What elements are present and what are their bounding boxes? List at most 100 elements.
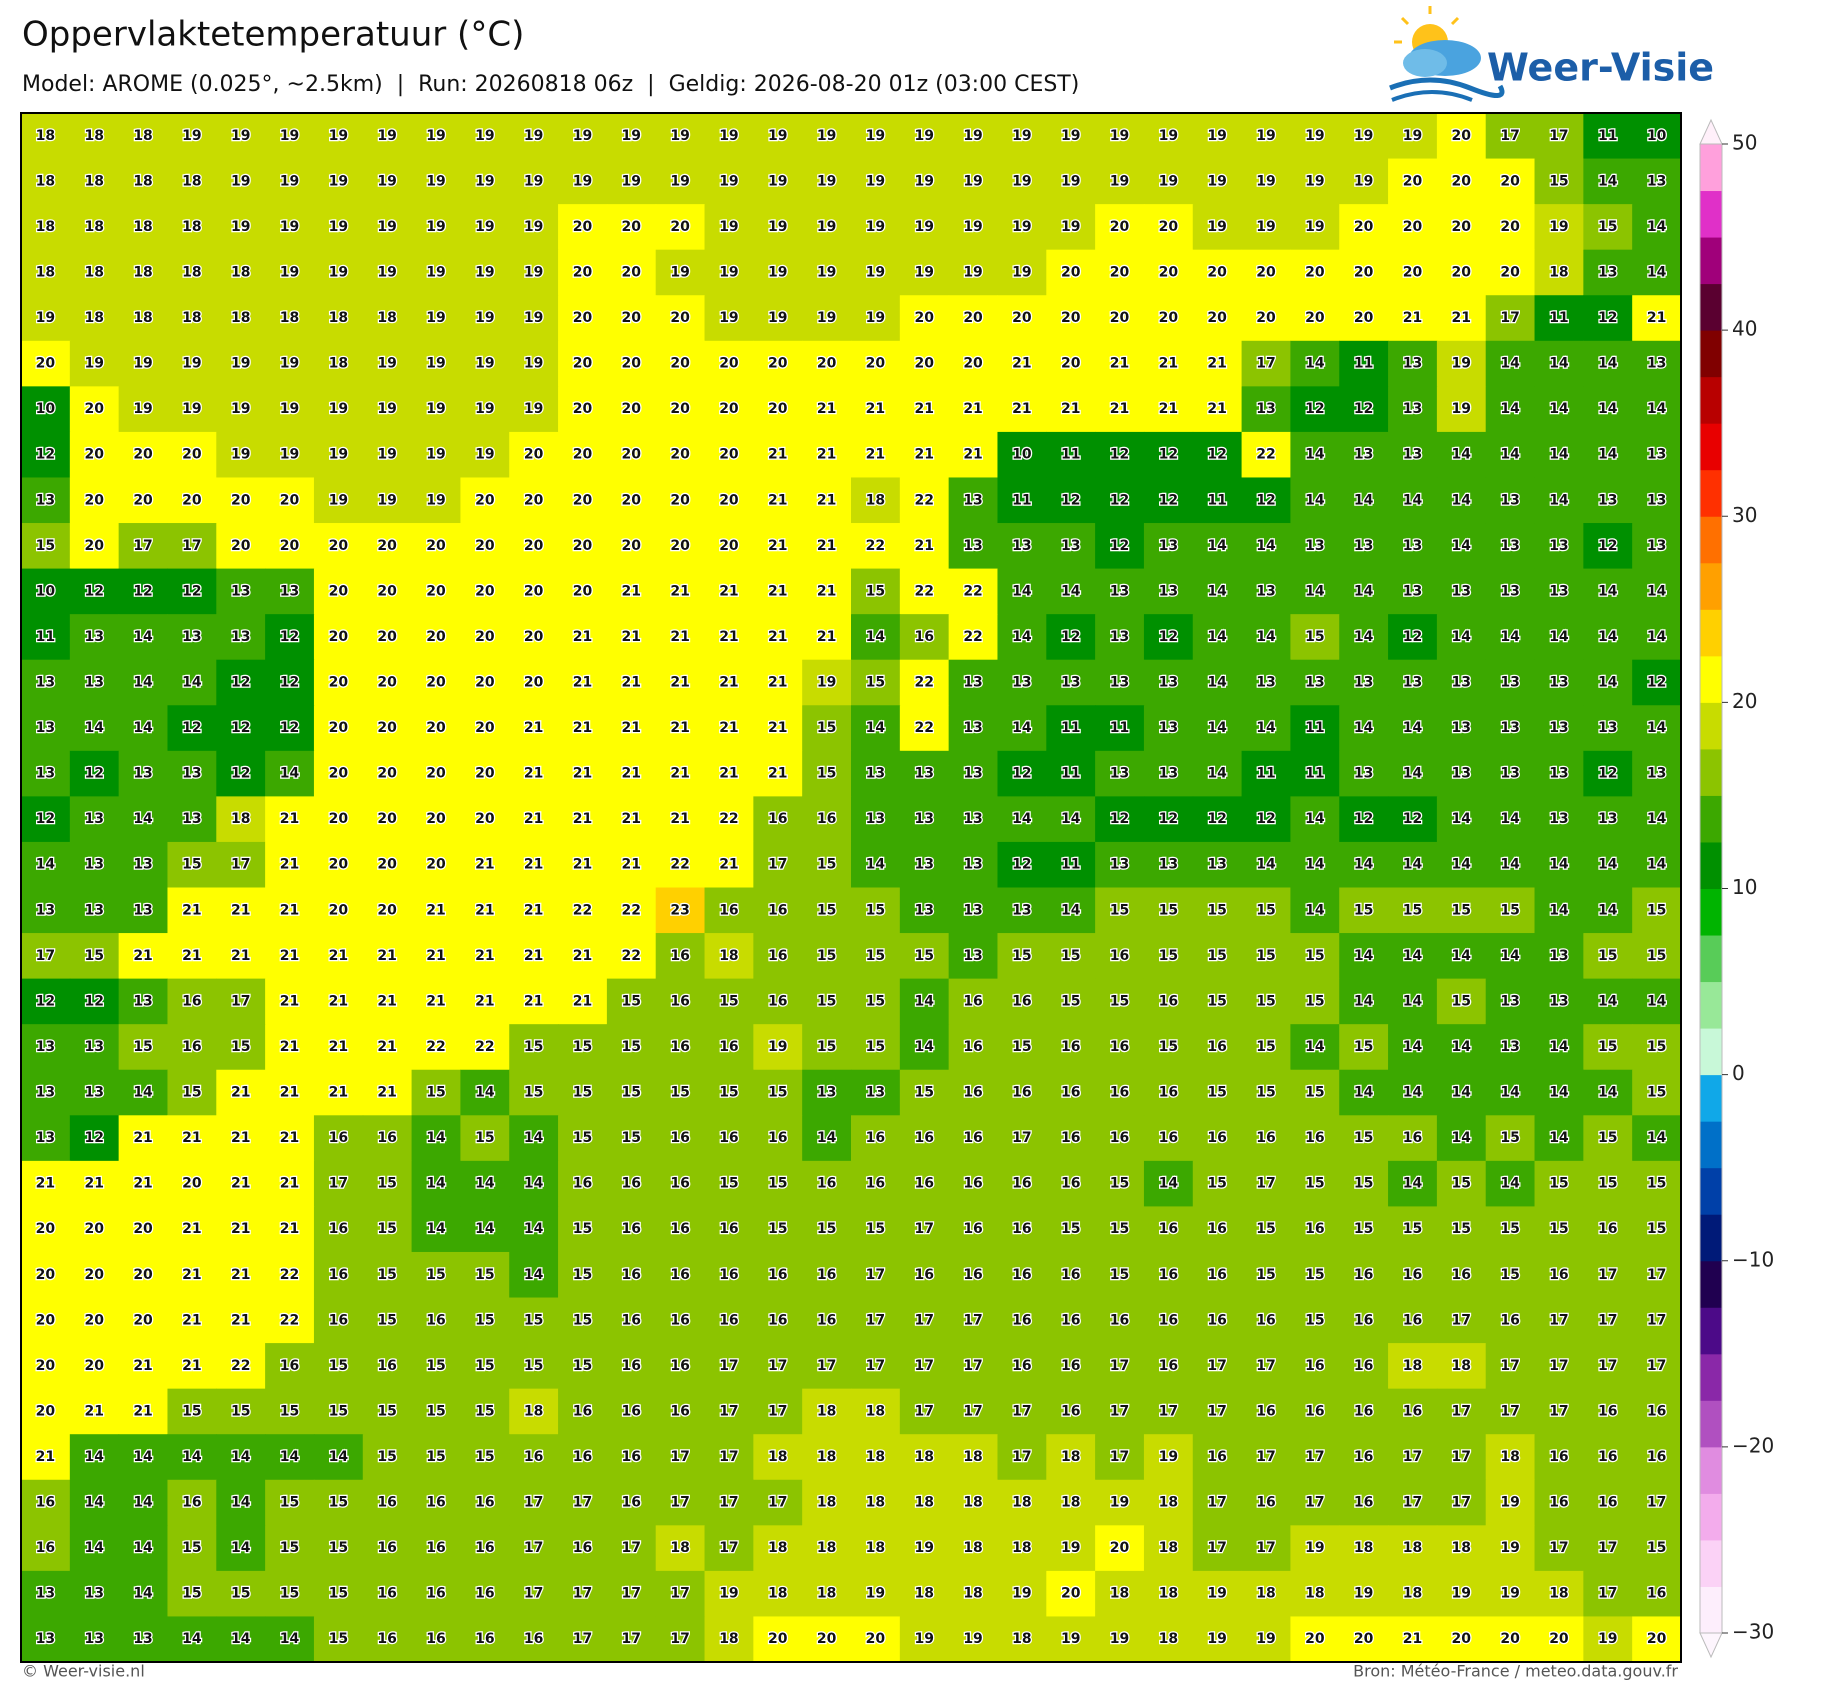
temperature-label: 17 xyxy=(817,1358,836,1374)
temperature-label: 17 xyxy=(1647,1358,1666,1374)
colorbar-segment xyxy=(1700,1539,1722,1587)
temperature-cell xyxy=(1436,614,1487,661)
temperature-label: 15 xyxy=(36,538,55,554)
temperature-label: 19 xyxy=(670,264,689,280)
temperature-cell xyxy=(460,705,510,752)
temperature-cell xyxy=(21,796,71,843)
temperature-cell xyxy=(802,1251,852,1299)
temperature-label: 12 xyxy=(84,993,103,1009)
temperature-label: 14 xyxy=(84,1495,104,1511)
temperature-cell xyxy=(1241,477,1291,524)
temperature-cell xyxy=(216,249,266,296)
colorbar-segment xyxy=(1700,609,1722,657)
temperature-cell xyxy=(948,659,998,706)
temperature-cell xyxy=(1095,1251,1145,1299)
temperature-label: 18 xyxy=(36,219,55,235)
temperature-cell xyxy=(21,978,71,1025)
temperature-cell xyxy=(655,933,706,980)
temperature-label: 17 xyxy=(622,1586,641,1602)
temperature-label: 14 xyxy=(1452,857,1472,873)
temperature-label: 17 xyxy=(573,1631,592,1647)
temperature-label: 16 xyxy=(1207,1449,1226,1465)
temperature-label: 20 xyxy=(1110,264,1130,280)
temperature-cell xyxy=(216,1297,266,1344)
temperature-label: 19 xyxy=(573,128,592,144)
temperature-cell xyxy=(411,1434,461,1481)
temperature-label: 16 xyxy=(1598,1403,1617,1419)
temperature-label: 13 xyxy=(84,902,103,918)
temperature-label: 21 xyxy=(280,1039,299,1055)
temperature-cell xyxy=(1388,386,1438,433)
temperature-cell xyxy=(509,113,559,160)
temperature-cell xyxy=(655,750,706,797)
temperature-cell xyxy=(313,887,364,934)
temperature-cell xyxy=(21,887,71,934)
temperature-label: 22 xyxy=(280,1267,299,1283)
temperature-cell xyxy=(851,1388,901,1435)
temperature-cell xyxy=(1436,158,1487,205)
temperature-label: 13 xyxy=(36,720,55,736)
temperature-label: 19 xyxy=(426,173,445,189)
temperature-label: 19 xyxy=(1012,128,1031,144)
temperature-label: 20 xyxy=(622,538,642,554)
temperature-cell xyxy=(1095,295,1145,342)
temperature-label: 13 xyxy=(1110,857,1129,873)
temperature-cell xyxy=(509,249,559,296)
temperature-label: 20 xyxy=(377,538,397,554)
temperature-label: 15 xyxy=(1256,993,1275,1009)
temperature-cell xyxy=(899,295,950,342)
temperature-label: 21 xyxy=(280,993,299,1009)
temperature-cell xyxy=(1143,204,1194,251)
temperature-cell xyxy=(509,158,559,205)
temperature-label: 14 xyxy=(133,674,153,690)
temperature-cell xyxy=(558,158,608,205)
temperature-label: 19 xyxy=(329,447,348,463)
temperature-label: 14 xyxy=(1403,1085,1423,1101)
temperature-label: 16 xyxy=(1403,1130,1422,1146)
temperature-label: 12 xyxy=(280,720,299,736)
temperature-cell xyxy=(851,249,901,296)
temperature-cell xyxy=(1436,1388,1487,1435)
temperature-cell xyxy=(1192,659,1243,706)
temperature-label: 13 xyxy=(1452,766,1471,782)
temperature-cell xyxy=(606,978,657,1025)
temperature-cell xyxy=(1290,614,1340,661)
temperature-cell xyxy=(1290,295,1340,342)
temperature-label: 21 xyxy=(524,857,543,873)
temperature-label: 20 xyxy=(1207,310,1227,326)
temperature-cell xyxy=(1339,204,1389,251)
temperature-cell xyxy=(997,796,1047,843)
temperature-label: 16 xyxy=(1061,1403,1080,1419)
temperature-label: 15 xyxy=(524,1312,543,1328)
temperature-cell xyxy=(948,614,998,661)
temperature-cell xyxy=(1534,340,1584,387)
temperature-cell xyxy=(1143,750,1194,797)
temperature-label: 11 xyxy=(1061,766,1080,782)
temperature-label: 17 xyxy=(768,1358,787,1374)
temperature-label: 15 xyxy=(1452,1221,1471,1237)
temperature-label: 20 xyxy=(1403,264,1423,280)
temperature-cell xyxy=(1583,614,1633,661)
temperature-label: 13 xyxy=(84,857,103,873)
temperature-cell xyxy=(1436,1434,1487,1481)
temperature-label: 12 xyxy=(1647,674,1666,690)
temperature-cell xyxy=(753,340,803,387)
temperature-cell xyxy=(1046,295,1096,342)
temperature-cell xyxy=(1534,933,1584,980)
temperature-cell xyxy=(1143,1069,1194,1116)
temperature-label: 20 xyxy=(1452,173,1472,189)
logo-icon xyxy=(1389,6,1505,102)
temperature-cell xyxy=(802,249,852,296)
temperature-label: 13 xyxy=(36,1039,55,1055)
temperature-cell xyxy=(851,568,901,615)
temperature-cell xyxy=(69,523,120,570)
temperature-label: 15 xyxy=(719,1085,738,1101)
temperature-label: 14 xyxy=(1256,720,1276,736)
temperature-label: 17 xyxy=(182,538,201,554)
temperature-cell xyxy=(118,887,168,934)
temperature-cell xyxy=(704,1479,754,1526)
temperature-label: 16 xyxy=(1110,1039,1129,1055)
temperature-cell xyxy=(851,158,901,205)
temperature-label: 16 xyxy=(426,1631,445,1647)
temperature-label: 16 xyxy=(622,1449,641,1465)
